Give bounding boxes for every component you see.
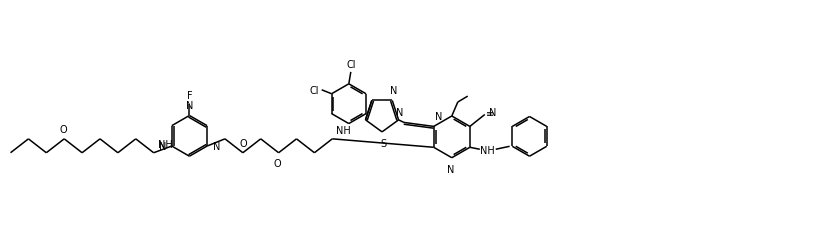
Text: Cl: Cl [309, 86, 318, 95]
Text: NH: NH [480, 146, 495, 155]
Text: NH: NH [158, 139, 172, 149]
Text: N: N [489, 108, 496, 118]
Text: NH: NH [336, 125, 351, 135]
Text: F: F [186, 90, 192, 100]
Text: S: S [380, 138, 386, 148]
Text: N: N [213, 141, 220, 151]
Text: O: O [274, 158, 281, 168]
Text: N: N [447, 164, 454, 174]
Text: Cl: Cl [346, 60, 355, 70]
Text: N: N [186, 101, 193, 110]
Text: ≡: ≡ [486, 109, 494, 119]
Text: O: O [239, 138, 247, 148]
Text: O: O [60, 124, 67, 134]
Text: N: N [390, 86, 397, 96]
Text: N: N [159, 141, 166, 151]
Text: N: N [396, 108, 403, 117]
Text: N: N [435, 111, 442, 122]
